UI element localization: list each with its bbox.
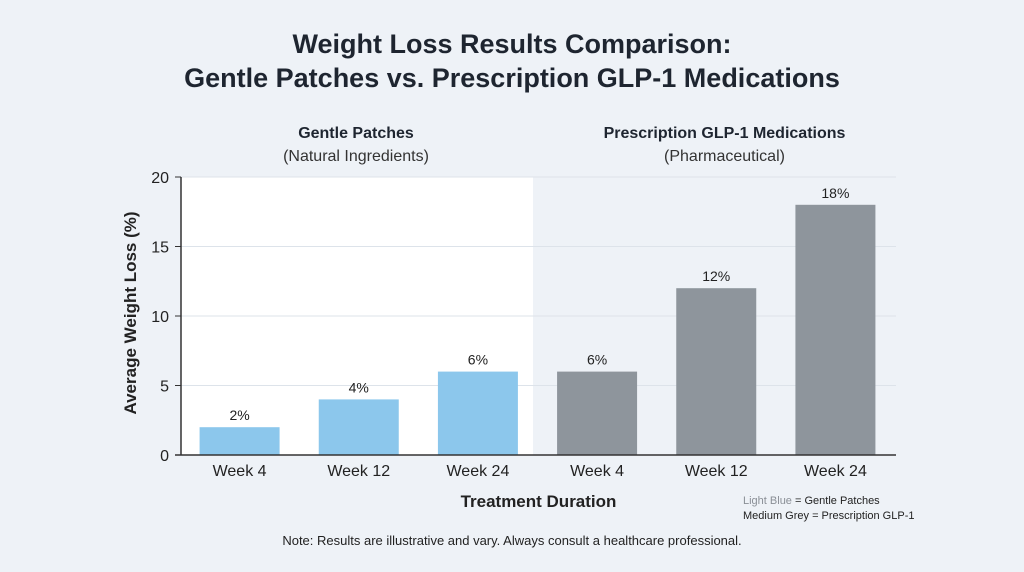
y-tick-label: 15 — [151, 240, 169, 257]
chart-subtitle: Gentle Patches vs. Prescription GLP-1 Me… — [184, 63, 840, 93]
x-tick-label: Week 12 — [685, 463, 748, 480]
x-tick-label: Week 24 — [804, 463, 867, 480]
legend-key: Light Blue — [743, 495, 792, 507]
data-label: 2% — [229, 407, 249, 423]
data-label: 6% — [587, 352, 607, 368]
bar — [318, 399, 399, 455]
x-tick-label: Week 24 — [446, 463, 509, 480]
bar — [557, 371, 638, 455]
y-tick-label: 5 — [160, 379, 169, 396]
legend-item-gentle: Light Blue = Gentle Patches — [743, 494, 914, 509]
x-tick-label: Week 12 — [327, 463, 390, 480]
x-axis-label: Treatment Duration — [461, 492, 617, 511]
group-title: Prescription GLP-1 Medications — [604, 125, 846, 142]
y-tick-label: 20 — [151, 170, 169, 187]
legend: Light Blue = Gentle Patches Medium Grey … — [743, 494, 914, 524]
data-label: 12% — [702, 268, 730, 284]
data-label: 4% — [349, 379, 369, 395]
y-tick-label: 10 — [151, 309, 169, 326]
data-label: 6% — [468, 352, 488, 368]
data-label: 18% — [821, 185, 849, 201]
y-axis-label: Average Weight Loss (%) — [121, 211, 140, 414]
legend-text: = Gentle Patches — [791, 495, 880, 507]
x-tick-label: Week 4 — [570, 463, 624, 480]
x-tick-label: Week 4 — [213, 463, 267, 480]
bar — [676, 288, 757, 455]
group-title: Gentle Patches — [298, 125, 414, 142]
bar — [437, 371, 518, 455]
footnote: Note: Results are illustrative and vary.… — [282, 533, 742, 548]
legend-item-glp1: Medium Grey = Prescription GLP-1 — [743, 510, 915, 522]
group-subtitle: (Pharmaceutical) — [664, 148, 785, 165]
bar — [795, 204, 876, 455]
group-subtitle: (Natural Ingredients) — [283, 148, 429, 165]
bar — [199, 427, 280, 455]
y-tick-label: 0 — [160, 448, 169, 465]
chart-title: Weight Loss Results Comparison: — [292, 29, 732, 59]
